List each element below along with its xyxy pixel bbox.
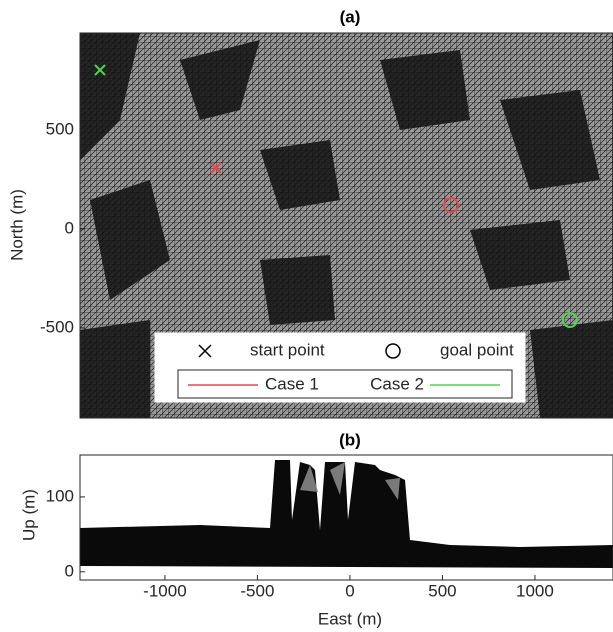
y-tick-label: 500 (46, 119, 74, 138)
legend-label: Case 2 (370, 374, 424, 393)
y-axis-label: Up (m) (19, 489, 38, 541)
y-tick-label: 100 (46, 486, 74, 505)
y-axis-label: North (m) (7, 189, 26, 261)
x-tick-label: 500 (428, 581, 456, 600)
start-marker-icon (198, 344, 212, 358)
legend-label: goal point (440, 340, 514, 359)
panel-title: (b) (339, 430, 361, 449)
legend-inner-box (177, 369, 513, 399)
building-profile (80, 460, 613, 568)
start-marker (94, 64, 106, 76)
x-tick-label: 1000 (516, 581, 554, 600)
y-tick-label: -500 (40, 317, 74, 336)
axes-frame (79, 454, 613, 581)
goal-marker-icon (385, 343, 401, 359)
start-marker (210, 162, 222, 174)
goal-marker (561, 312, 578, 329)
legend-label: Case 1 (265, 374, 319, 393)
buildings (80, 33, 613, 418)
building-facets (300, 462, 400, 500)
x-tick-label: 0 (345, 581, 354, 600)
panel-title: (a) (340, 7, 361, 26)
x-tick-label: -500 (240, 581, 274, 600)
legend-label: start point (250, 340, 325, 359)
y-tick-label: 0 (65, 218, 74, 237)
y-tick-label: 0 (65, 561, 74, 580)
x-axis-label: East (m) (318, 609, 382, 628)
goal-marker (442, 197, 459, 214)
x-tick-label: -1000 (143, 581, 186, 600)
legend: start point goal point Case 1 Case 2 (154, 332, 526, 403)
axes-frame (79, 32, 613, 419)
